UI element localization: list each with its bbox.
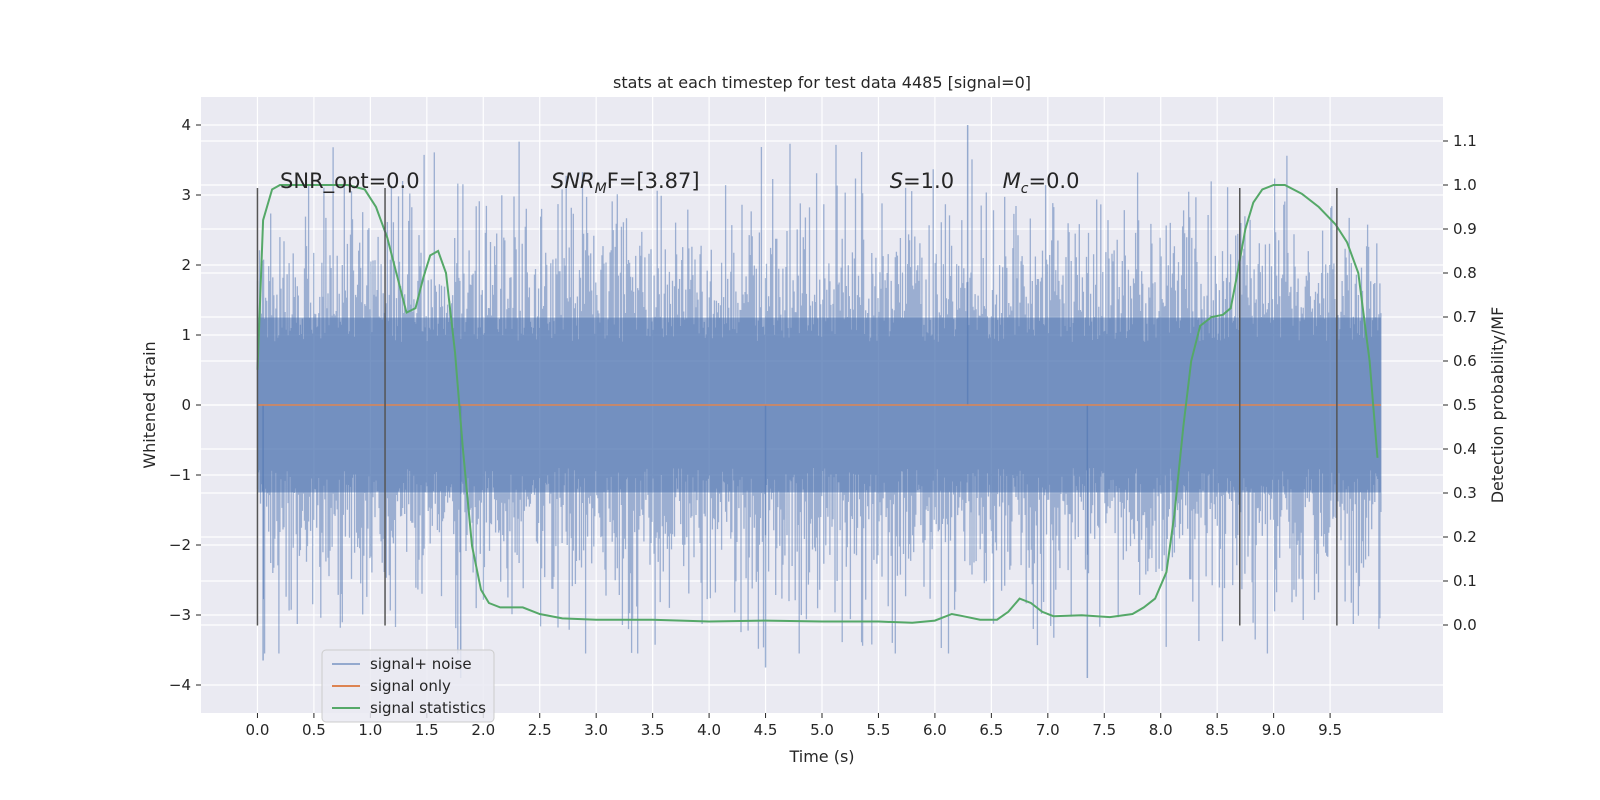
y2-tick-label: 0.5 bbox=[1453, 396, 1477, 414]
y-tick-label: 0 bbox=[181, 396, 191, 414]
y2-tick-label: 0.8 bbox=[1453, 264, 1477, 282]
vertical-markers bbox=[256, 188, 1338, 626]
x-tick-label: 3.5 bbox=[641, 721, 665, 739]
x-tick-label: 0.0 bbox=[246, 721, 270, 739]
x-tick-label: 2.0 bbox=[471, 721, 495, 739]
y-tick-label: 1 bbox=[181, 326, 191, 344]
y-tick-label: −1 bbox=[169, 466, 191, 484]
annotation-text: S=1.0 bbox=[890, 169, 954, 193]
legend-label: signal+ noise bbox=[370, 655, 472, 673]
chart-title: stats at each timestep for test data 448… bbox=[613, 73, 1031, 92]
legend-box bbox=[321, 649, 495, 723]
x-tick-label: 0.5 bbox=[302, 721, 326, 739]
y2-tick-label: 0.1 bbox=[1453, 572, 1477, 590]
annotation-italic: SNR bbox=[551, 169, 595, 193]
legend-label: signal statistics bbox=[370, 699, 486, 717]
y-tick-label: 2 bbox=[181, 256, 191, 274]
y2-tick-label: 1.1 bbox=[1453, 132, 1477, 150]
annotation-subscript: c bbox=[1021, 181, 1029, 197]
x-axis-label: Time (s) bbox=[788, 747, 854, 766]
x-tick-label: 6.0 bbox=[923, 721, 947, 739]
y-tick-label: −4 bbox=[169, 676, 191, 694]
x-tick-label: 4.0 bbox=[697, 721, 721, 739]
axes: 0.0 0.5 1.0 1.5 2.0 2.5 3.0 3.5 4.0 4.5 5.0 5.5 6.0 6… bbox=[169, 116, 1477, 739]
x-tick-label: 5.0 bbox=[810, 721, 834, 739]
legend-label: signal only bbox=[370, 677, 451, 695]
x-tick-label: 7.0 bbox=[1036, 721, 1060, 739]
y2-tick-label: 0.2 bbox=[1453, 528, 1477, 546]
annotation-rest: F=[3.87] bbox=[607, 169, 700, 193]
annotation-rest: =0.0 bbox=[1028, 169, 1079, 193]
x-tick-label: 5.5 bbox=[867, 721, 891, 739]
x-tick-label: 2.5 bbox=[528, 721, 552, 739]
y-tick-label: 4 bbox=[181, 116, 191, 134]
annotation-italic: M bbox=[1003, 169, 1021, 193]
y2-tick-label: 0.0 bbox=[1453, 616, 1477, 634]
x-tick-label: 9.0 bbox=[1262, 721, 1286, 739]
y2-tick-label: 0.3 bbox=[1453, 484, 1477, 502]
data-layer bbox=[256, 125, 1382, 678]
x-tick-label: 1.5 bbox=[415, 721, 439, 739]
y2-tick-label: 0.7 bbox=[1453, 308, 1477, 326]
y2-axis-label: Detection probability/MF bbox=[1488, 307, 1507, 504]
x-tick-label: 8.5 bbox=[1205, 721, 1229, 739]
x-tick-label: 4.5 bbox=[754, 721, 778, 739]
annotation-text: Mc=0.0 bbox=[1003, 169, 1080, 197]
annotation-text: SNRMF=[3.87] bbox=[551, 169, 700, 197]
annotations: SNR_opt=0.0 SNRMF=[3.87] S=1.0 Mc=0.0 bbox=[280, 169, 1079, 197]
x-tick-label: 1.0 bbox=[358, 721, 382, 739]
x-tick-label: 8.0 bbox=[1149, 721, 1173, 739]
x-tick-label: 9.5 bbox=[1318, 721, 1342, 739]
annotation-rest: =1.0 bbox=[903, 169, 954, 193]
y-tick-label: −2 bbox=[169, 536, 191, 554]
annotation-text: SNR_opt=0.0 bbox=[280, 169, 420, 194]
y2-tick-label: 0.9 bbox=[1453, 220, 1477, 238]
x-tick-label: 6.5 bbox=[979, 721, 1003, 739]
y-axis-label: Whitened strain bbox=[140, 341, 159, 468]
annotation-subscript: M bbox=[595, 181, 607, 197]
y-tick-label: 3 bbox=[181, 186, 191, 204]
y-tick-label: −3 bbox=[169, 606, 191, 624]
annotation-italic: S bbox=[890, 169, 903, 193]
signal-statistics-line bbox=[256, 184, 1379, 624]
y2-tick-label: 0.4 bbox=[1453, 440, 1477, 458]
y2-tick-label: 0.6 bbox=[1453, 352, 1477, 370]
legend: signal+ noise signal only signal statistic… bbox=[321, 649, 495, 723]
y2-tick-label: 1.0 bbox=[1453, 176, 1477, 194]
x-tick-label: 7.5 bbox=[1092, 721, 1116, 739]
x-tick-label: 3.0 bbox=[584, 721, 608, 739]
